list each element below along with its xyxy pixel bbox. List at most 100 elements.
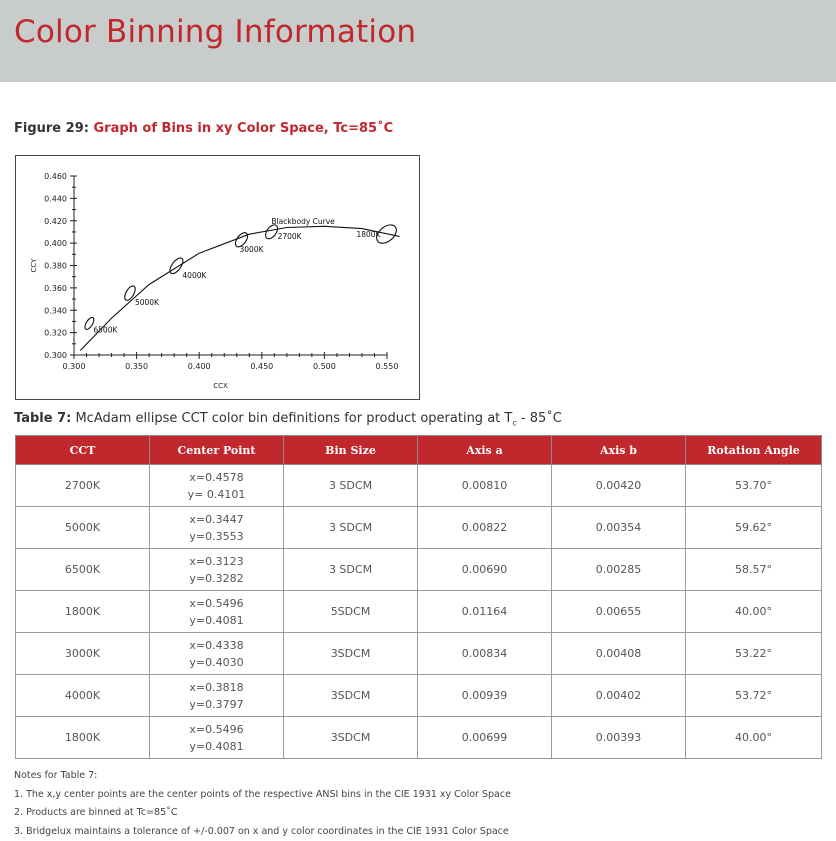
- cct-cell: 2700K: [16, 465, 150, 507]
- note-item: 2. Products are binned at Tc=85˚C: [14, 804, 511, 823]
- x-tick-label: 0.300: [63, 362, 86, 371]
- center-x: x=0.5496: [150, 721, 283, 738]
- y-tick-label: 0.300: [44, 351, 67, 360]
- rotation-cell: 59.62°: [686, 507, 822, 549]
- axis-b-cell: 0.00354: [552, 507, 686, 549]
- table-caption-tail: - 85˚C: [517, 411, 562, 426]
- axis-b-cell: 0.00420: [552, 465, 686, 507]
- center-y: y=0.3797: [150, 696, 283, 713]
- bin-label: 1800K: [356, 230, 381, 239]
- rotation-cell: 40.00°: [686, 717, 822, 759]
- y-tick-label: 0.380: [44, 262, 67, 271]
- rotation-cell: 58.57°: [686, 549, 822, 591]
- axis-b-cell: 0.00655: [552, 591, 686, 633]
- cct-cell: 4000K: [16, 675, 150, 717]
- x-tick-label: 0.550: [376, 362, 399, 371]
- blackbody-curve-label: Blackbody Curve: [271, 217, 335, 226]
- bin-size-cell: 3 SDCM: [284, 465, 418, 507]
- col-header-axis-b: Axis b: [552, 436, 686, 465]
- col-header-cct: CCT: [16, 436, 150, 465]
- center-x: x=0.5496: [150, 595, 283, 612]
- center-y: y=0.4081: [150, 612, 283, 629]
- rotation-cell: 53.72°: [686, 675, 822, 717]
- x-tick-label: 0.400: [188, 362, 211, 371]
- bin-label: 2700K: [278, 232, 303, 241]
- rotation-cell: 40.00°: [686, 591, 822, 633]
- y-tick-label: 0.420: [44, 217, 67, 226]
- chart-container: 0.460 0.440 0.420 0.400 0.380 0.360 0.340 0.320…: [15, 155, 420, 400]
- axis-a-cell: 0.00834: [418, 633, 552, 675]
- col-header-rotation-angle: Rotation Angle: [686, 436, 822, 465]
- x-axis-label: CCX: [213, 382, 228, 390]
- y-tick-label: 0.320: [44, 329, 67, 338]
- cct-cell: 3000K: [16, 633, 150, 675]
- center-y: y=0.3553: [150, 528, 283, 545]
- bin-size-cell: 3SDCM: [284, 717, 418, 759]
- y-tick-label: 0.340: [44, 306, 67, 315]
- y-tick-label: 0.360: [44, 284, 67, 293]
- bin-label: 5000K: [135, 298, 160, 307]
- cct-cell: 1800K: [16, 591, 150, 633]
- figure-number: Figure 29:: [14, 121, 89, 136]
- center-x: x=0.3818: [150, 679, 283, 696]
- table-caption-text: McAdam ellipse CCT color bin definitions…: [75, 411, 512, 426]
- bin-size-cell: 3SDCM: [284, 633, 418, 675]
- x-tick-label: 0.450: [250, 362, 273, 371]
- axis-b-cell: 0.00402: [552, 675, 686, 717]
- x-tick-label: 0.350: [125, 362, 148, 371]
- y-tick-label: 0.400: [44, 239, 67, 248]
- axis-b-cell: 0.00408: [552, 633, 686, 675]
- notes: Notes for Table 7: 1. The x,y center poi…: [14, 767, 511, 841]
- axis-b-cell: 0.00393: [552, 717, 686, 759]
- axis-a-cell: 0.00822: [418, 507, 552, 549]
- bin-label: 6500K: [93, 325, 118, 334]
- axis-a-cell: 0.00810: [418, 465, 552, 507]
- page-header: Color Binning Information: [0, 0, 836, 82]
- y-axis-label: CCY: [30, 258, 38, 273]
- center-y: y=0.4030: [150, 654, 283, 671]
- col-header-axis-a: Axis a: [418, 436, 552, 465]
- bin-table: CCT Center Point Bin Size Axis a Axis b …: [15, 435, 822, 759]
- bin-size-cell: 5SDCM: [284, 591, 418, 633]
- note-item: 1. The x,y center points are the center …: [14, 786, 511, 805]
- col-header-center-point: Center Point: [150, 436, 284, 465]
- center-y: y=0.3282: [150, 570, 283, 587]
- note-item: 3. Bridgelux maintains a tolerance of +/…: [14, 823, 511, 841]
- cct-cell: 5000K: [16, 507, 150, 549]
- rotation-cell: 53.70°: [686, 465, 822, 507]
- axis-a-cell: 0.00939: [418, 675, 552, 717]
- center-y: y= 0.4101: [150, 486, 283, 503]
- bin-size-cell: 3SDCM: [284, 675, 418, 717]
- center-x: x=0.3123: [150, 553, 283, 570]
- y-tick-label: 0.460: [44, 172, 67, 181]
- figure-caption: Figure 29: Graph of Bins in xy Color Spa…: [14, 121, 393, 136]
- notes-title: Notes for Table 7:: [14, 767, 511, 786]
- center-y: y=0.4081: [150, 738, 283, 755]
- axis-a-cell: 0.01164: [418, 591, 552, 633]
- center-x: x=0.4338: [150, 637, 283, 654]
- x-tick-label: 0.500: [313, 362, 336, 371]
- bin-size-cell: 3 SDCM: [284, 507, 418, 549]
- axis-a-cell: 0.00699: [418, 717, 552, 759]
- table-header-row: CCT Center Point Bin Size Axis a Axis b …: [16, 436, 822, 465]
- bin-label: 3000K: [240, 245, 265, 254]
- y-tick-label: 0.440: [44, 194, 67, 203]
- table-caption: Table 7: McAdam ellipse CCT color bin de…: [14, 411, 562, 428]
- center-x: x=0.3447: [150, 511, 283, 528]
- bin-size-cell: 3 SDCM: [284, 549, 418, 591]
- bin-label: 4000K: [182, 271, 207, 280]
- cct-cell: 1800K: [16, 717, 150, 759]
